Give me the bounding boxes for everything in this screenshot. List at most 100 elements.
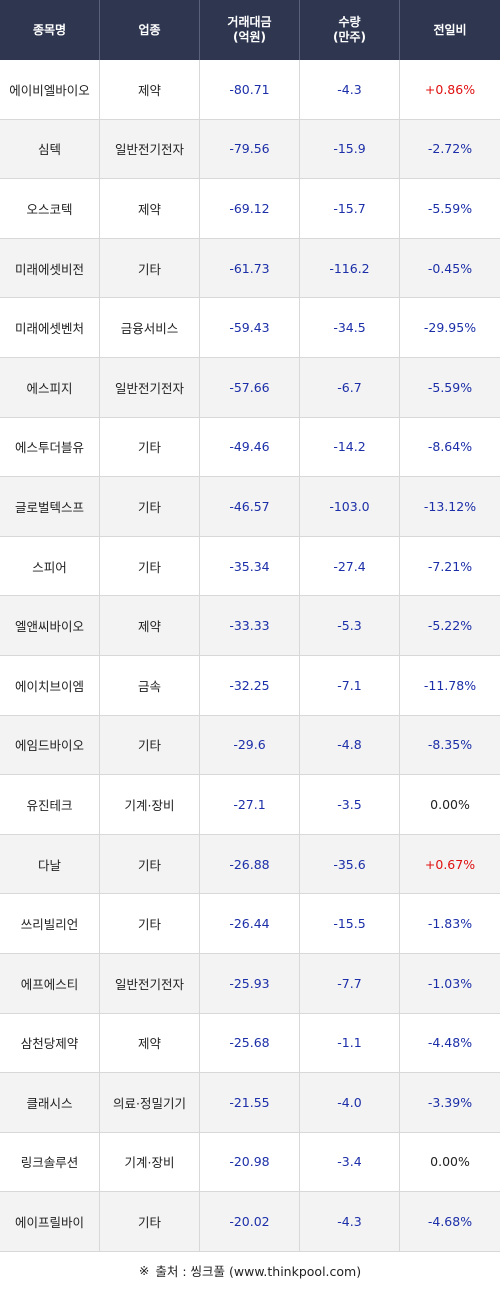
stock-name: 에스투더블유 (0, 417, 100, 477)
trade-amount: -61.73 (200, 238, 300, 298)
daily-change: -3.39% (427, 1094, 473, 1110)
sector: 제약 (100, 60, 200, 119)
header-volume: 수량 (만주) (300, 0, 400, 60)
table-row: 에임드바이오 기타 -29.6 -4.8 -8.35% (0, 715, 500, 776)
daily-change: 0.00% (430, 796, 470, 812)
stock-name: 미래에셋비전 (0, 238, 100, 298)
daily-change: -4.68% (427, 1214, 473, 1230)
trade-amount: -20.02 (200, 1192, 300, 1251)
stock-name: 에이프릴바이 (0, 1192, 100, 1251)
sector: 기계·장비 (100, 1132, 200, 1192)
trade-amount: -21.55 (200, 1073, 300, 1132)
table-row: 에프에스티 일반전기전자 -25.93 -7.7 -1.03% (0, 953, 500, 1014)
table-row: 스피어 기타 -35.34 -27.4 -7.21% (0, 536, 500, 597)
table-row: 엘앤씨바이오 제약 -33.33 -5.3 -5.22% (0, 596, 500, 656)
header-amount: 거래대금 (억원) (200, 0, 300, 60)
table-row: 글로벌텍스프 기타 -46.57 -103.0 -13.12% (0, 477, 500, 537)
table-row: 미래에셋벤처 금융서비스 -59.43 -34.5 -29.95% (0, 298, 500, 358)
daily-change: -5.59% (427, 379, 473, 395)
table-row: 심텍 일반전기전자 -79.56 -15.9 -2.72% (0, 119, 500, 180)
stock-name: 스피어 (0, 536, 100, 596)
trade-volume: -7.1 (300, 655, 400, 715)
sector: 기타 (100, 477, 200, 536)
trade-amount: -57.66 (200, 357, 300, 417)
daily-change: +0.67% (424, 856, 476, 872)
trade-amount: -80.71 (200, 60, 300, 119)
stock-name: 삼천당제약 (0, 1013, 100, 1073)
daily-change: 0.00% (430, 1154, 470, 1170)
trade-amount: -29.6 (200, 715, 300, 775)
sector: 제약 (100, 596, 200, 655)
daily-change: -13.12% (423, 498, 477, 514)
table-row: 다날 기타 -26.88 -35.6 +0.67% (0, 834, 500, 895)
trade-amount: -25.68 (200, 1013, 300, 1073)
table-row: 쓰리빌리언 기타 -26.44 -15.5 -1.83% (0, 894, 500, 954)
table-row: 에이프릴바이 기타 -20.02 -4.3 -4.68% (0, 1192, 500, 1252)
trade-volume: -4.0 (300, 1073, 400, 1132)
daily-change: -5.22% (427, 618, 473, 634)
trade-amount: -26.44 (200, 894, 300, 953)
trade-volume: -4.8 (300, 715, 400, 775)
header-sector: 업종 (100, 0, 200, 60)
table-header: 종목명 업종 거래대금 (억원) 수량 (만주) 전일비 (0, 0, 500, 60)
trade-volume: -27.4 (300, 536, 400, 596)
trade-volume: -35.6 (300, 834, 400, 894)
table-row: 에스투더블유 기타 -49.46 -14.2 -8.64% (0, 417, 500, 478)
stock-table: 종목명 업종 거래대금 (억원) 수량 (만주) 전일비 에이비엘바이오 제약 -80.… (0, 0, 500, 1252)
trade-volume: -15.5 (300, 894, 400, 953)
table-row: 유진테크 기계·장비 -27.1 -3.5 0.00% (0, 775, 500, 835)
sector: 일반전기전자 (100, 119, 200, 179)
trade-volume: -7.7 (300, 953, 400, 1013)
trade-volume: -103.0 (300, 477, 400, 536)
sector: 금융서비스 (100, 298, 200, 357)
sector: 의료·정밀기기 (100, 1073, 200, 1132)
sector: 기계·장비 (100, 775, 200, 834)
table-row: 오스코텍 제약 -69.12 -15.7 -5.59% (0, 179, 500, 239)
stock-name: 심텍 (0, 119, 100, 179)
note-mark: ※ (138, 1262, 150, 1278)
daily-change: -29.95% (423, 320, 477, 336)
trade-amount: -59.43 (200, 298, 300, 357)
stock-name: 에이비엘바이오 (0, 60, 100, 119)
source-text: 출처 : 씽크풀 (www.thinkpool.com) (155, 1263, 362, 1279)
trade-amount: -27.1 (200, 775, 300, 834)
table-row: 에이치브이엠 금속 -32.25 -7.1 -11.78% (0, 655, 500, 716)
table-row: 에스피지 일반전기전자 -57.66 -6.7 -5.59% (0, 357, 500, 418)
trade-volume: -15.7 (300, 179, 400, 238)
stock-name: 미래에셋벤처 (0, 298, 100, 357)
sector: 기타 (100, 238, 200, 298)
sector: 기타 (100, 417, 200, 477)
stock-name: 유진테크 (0, 775, 100, 834)
stock-name: 쓰리빌리언 (0, 894, 100, 953)
trade-amount: -49.46 (200, 417, 300, 477)
daily-change: -2.72% (427, 141, 473, 157)
daily-change: +0.86% (424, 81, 476, 97)
daily-change: -8.35% (427, 737, 473, 753)
daily-change: -0.45% (427, 260, 473, 276)
sector: 기타 (100, 894, 200, 953)
trade-volume: -4.3 (300, 60, 400, 119)
stock-name: 엘앤씨바이오 (0, 596, 100, 655)
sector: 기타 (100, 834, 200, 894)
trade-volume: -5.3 (300, 596, 400, 655)
trade-amount: -26.88 (200, 834, 300, 894)
daily-change: -5.59% (427, 200, 473, 216)
sector: 일반전기전자 (100, 357, 200, 417)
trade-volume: -1.1 (300, 1013, 400, 1073)
source-footer: ※ 출처 : 씽크풀 (www.thinkpool.com) (0, 1252, 500, 1288)
trade-volume: -3.5 (300, 775, 400, 834)
sector: 제약 (100, 179, 200, 238)
stock-name: 링크솔루션 (0, 1132, 100, 1192)
header-name: 종목명 (0, 0, 100, 60)
stock-name: 에이치브이엠 (0, 655, 100, 715)
trade-amount: -79.56 (200, 119, 300, 179)
trade-volume: -14.2 (300, 417, 400, 477)
sector: 금속 (100, 655, 200, 715)
trade-amount: -25.93 (200, 953, 300, 1013)
stock-name: 에프에스티 (0, 953, 100, 1013)
daily-change: -7.21% (427, 558, 473, 574)
daily-change: -8.64% (427, 439, 473, 455)
stock-name: 글로벌텍스프 (0, 477, 100, 536)
sector: 기타 (100, 536, 200, 596)
table-row: 미래에셋비전 기타 -61.73 -116.2 -0.45% (0, 238, 500, 299)
